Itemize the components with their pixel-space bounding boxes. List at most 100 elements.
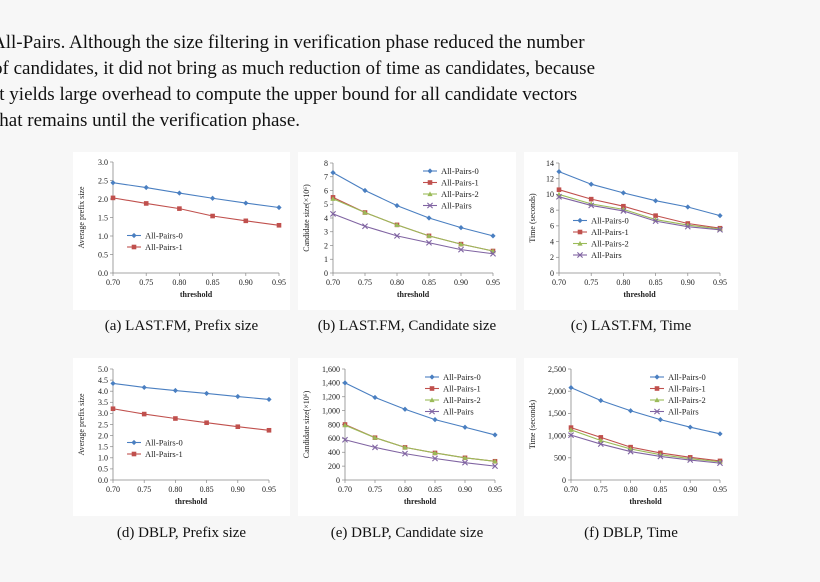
data-point (266, 396, 272, 403)
series-line (570, 429, 721, 463)
legend-label: All-Pairs-1 (443, 384, 481, 394)
data-point (362, 223, 368, 230)
series-line (344, 382, 496, 436)
series-all-pairs-1 (110, 406, 272, 433)
legend-marker (427, 202, 433, 209)
y-tick-label: 2,500 (548, 365, 566, 374)
series-all-pairs (330, 210, 496, 257)
x-tick-label: 0.80 (398, 485, 412, 494)
data-point (342, 436, 348, 443)
data-point (685, 204, 691, 210)
x-tick-label: 0.90 (458, 485, 472, 494)
series-all-pairs-1 (568, 425, 723, 464)
data-point (143, 201, 149, 206)
legend-label: All-Pairs-2 (441, 189, 479, 199)
legend-marker (131, 451, 137, 457)
data-point (490, 250, 496, 257)
x-tick-label: 0.90 (454, 278, 468, 287)
x-axis-label: threshold (397, 290, 430, 299)
y-tick-label: 7 (324, 173, 328, 182)
caption-e: (e) DBLP, Candidate size (330, 525, 484, 541)
x-tick-label: 0.70 (326, 278, 340, 287)
y-tick-label: 0.5 (98, 250, 108, 259)
data-point (492, 432, 498, 438)
y-tick-label: 2.0 (98, 195, 108, 204)
y-tick-label: 3.5 (98, 398, 108, 407)
series-line (112, 408, 270, 431)
legend-marker (429, 397, 435, 403)
data-point (652, 218, 659, 225)
data-point (362, 209, 368, 215)
legend-marker (654, 374, 660, 380)
data-point (568, 432, 574, 439)
data-point (394, 222, 400, 227)
legend-label: All-Pairs-2 (591, 239, 629, 249)
y-tick-label: 5 (324, 200, 328, 209)
data-point (143, 184, 149, 191)
legend-label: All-Pairs-2 (668, 395, 706, 405)
legend-marker (427, 168, 433, 174)
x-tick-label: 0.80 (168, 485, 182, 494)
legend-label: All-Pairs-0 (668, 372, 706, 382)
x-tick-label: 0.80 (616, 278, 630, 287)
data-point (687, 457, 694, 464)
data-point (372, 435, 378, 440)
data-point (141, 411, 147, 417)
y-tick-label: 1,400 (322, 379, 340, 388)
legend-marker (427, 191, 433, 197)
data-point (432, 450, 438, 456)
data-point (110, 380, 116, 387)
data-point (568, 385, 574, 391)
y-tick-label: 12 (546, 175, 554, 184)
x-tick-label: 0.90 (683, 485, 697, 494)
data-point (462, 459, 468, 466)
legend-label: All-Pairs-1 (441, 178, 479, 188)
paragraph-line: of candidates, it did not bring as much … (0, 58, 596, 79)
y-tick-label: 8 (324, 159, 328, 168)
data-point (276, 222, 282, 228)
y-tick-label: 0 (324, 269, 328, 278)
x-tick-label: 0.90 (239, 278, 253, 287)
legend-label: All-Pairs-1 (145, 242, 183, 252)
data-point (172, 387, 178, 394)
data-point (177, 206, 182, 211)
data-point (657, 453, 664, 460)
data-point (141, 384, 147, 391)
series-line (332, 198, 494, 252)
x-tick-label: 0.75 (584, 278, 598, 287)
series-line (112, 182, 280, 209)
y-tick-label: 4 (550, 237, 554, 246)
y-tick-label: 0 (562, 476, 566, 485)
y-tick-label: 500 (554, 454, 566, 463)
data-point (372, 394, 378, 401)
y-tick-label: 2.5 (98, 420, 108, 429)
x-tick-label: 0.75 (139, 278, 153, 287)
legend-marker (427, 180, 433, 185)
series-line (558, 171, 721, 217)
data-point (110, 180, 116, 186)
chart-e: 0 200 400 600 800 1,000 1,200 1,400 1,600 0.70 0.7… (302, 365, 502, 506)
legend-marker (577, 240, 583, 246)
data-point (627, 448, 634, 455)
caption-d: (d) DBLP, Prefix size (116, 525, 247, 541)
x-tick-label: 0.95 (486, 278, 500, 287)
x-tick-label: 0.95 (713, 485, 727, 494)
series-line (558, 196, 721, 231)
y-tick-label: 5.0 (98, 365, 108, 374)
legend-label: All-Pairs-0 (591, 216, 629, 226)
data-point (432, 455, 438, 462)
y-tick-label: 1,200 (322, 393, 340, 402)
series-line (558, 193, 721, 230)
data-point (653, 213, 658, 218)
data-point (362, 187, 368, 194)
x-axis-label: threshold (404, 497, 437, 506)
y-tick-label: 14 (546, 159, 554, 168)
data-point (588, 202, 595, 209)
chart-b: 0 1 2 3 4 5 6 7 8 0.70 0.75 0.80 0.85 0.90 0.95 thresho… (302, 159, 500, 299)
data-point (462, 424, 468, 430)
data-point (235, 424, 241, 430)
legend-marker (131, 232, 137, 239)
legend-marker (654, 397, 660, 403)
